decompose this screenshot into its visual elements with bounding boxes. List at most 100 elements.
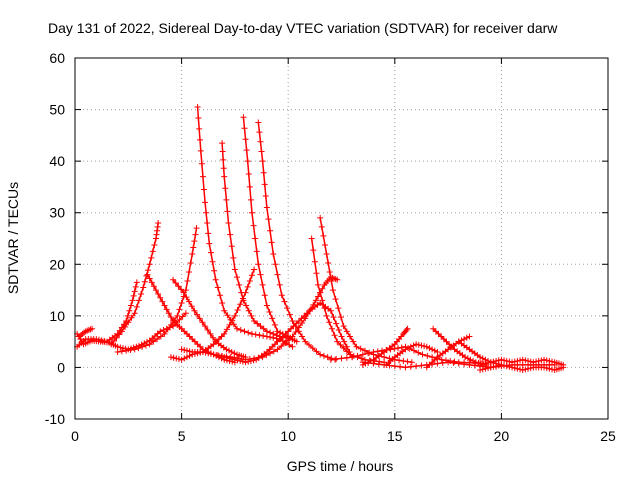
data-point xyxy=(183,330,190,337)
data-point xyxy=(340,323,347,330)
data-point xyxy=(503,363,510,370)
data-point xyxy=(261,292,268,299)
data-point xyxy=(470,357,477,364)
data-point xyxy=(485,359,492,366)
data-point xyxy=(160,327,167,334)
data-point xyxy=(178,286,185,293)
data-point xyxy=(359,359,366,366)
data-point xyxy=(397,363,404,370)
data-point xyxy=(292,323,299,330)
data-point xyxy=(234,307,241,314)
data-point xyxy=(263,348,270,355)
data-point xyxy=(191,238,198,245)
data-point xyxy=(182,310,189,317)
data-point xyxy=(220,165,227,172)
data-point xyxy=(391,363,398,370)
data-point xyxy=(525,365,532,372)
data-point xyxy=(235,355,242,362)
data-point xyxy=(199,319,206,326)
data-point xyxy=(321,305,328,312)
data-point xyxy=(230,254,237,261)
data-point xyxy=(244,158,251,165)
data-point xyxy=(183,294,190,301)
data-point xyxy=(155,220,162,227)
data-point xyxy=(370,360,377,367)
data-point xyxy=(260,169,267,176)
data-point xyxy=(443,338,450,345)
data-point xyxy=(326,319,333,326)
data-point xyxy=(560,364,567,371)
y-tick-label: 50 xyxy=(49,102,65,118)
data-point xyxy=(450,359,457,366)
data-point xyxy=(270,330,277,337)
data-point xyxy=(124,312,131,319)
data-point xyxy=(116,331,123,338)
data-point xyxy=(357,345,364,352)
data-point xyxy=(135,297,142,304)
data-point xyxy=(279,330,286,337)
data-point xyxy=(350,338,357,345)
data-point xyxy=(340,345,347,352)
data-point xyxy=(231,312,238,319)
data-point xyxy=(461,336,468,343)
data-point xyxy=(207,330,214,337)
data-point xyxy=(154,223,161,230)
data-point xyxy=(514,357,521,364)
data-point xyxy=(155,290,162,297)
data-point xyxy=(245,171,252,178)
data-point xyxy=(514,365,521,372)
data-point xyxy=(549,358,556,365)
y-tick-label: 40 xyxy=(49,153,65,169)
data-point xyxy=(455,360,462,367)
data-point xyxy=(338,355,345,362)
data-point xyxy=(154,336,161,343)
data-point xyxy=(150,283,157,290)
data-point xyxy=(277,329,284,336)
data-point xyxy=(159,298,166,305)
data-point xyxy=(186,269,193,276)
data-point xyxy=(230,321,237,328)
data-point xyxy=(189,250,196,257)
data-point xyxy=(289,318,296,325)
data-point xyxy=(175,283,182,290)
data-point xyxy=(184,278,191,285)
data-point xyxy=(335,327,342,334)
data-point xyxy=(386,362,393,369)
data-point xyxy=(343,328,350,335)
data-point xyxy=(216,292,223,299)
data-point xyxy=(225,220,232,227)
data-point xyxy=(237,301,244,308)
data-point xyxy=(509,364,516,371)
data-point xyxy=(313,270,320,277)
data-point xyxy=(467,356,474,363)
series-line xyxy=(221,143,293,340)
data-point xyxy=(374,348,381,355)
data-point xyxy=(522,366,529,373)
data-point xyxy=(243,147,250,154)
data-point xyxy=(509,359,516,366)
data-point xyxy=(334,338,341,345)
data-point xyxy=(246,278,253,285)
data-point xyxy=(146,341,153,348)
series-line xyxy=(196,106,293,348)
data-point xyxy=(215,336,222,343)
data-point xyxy=(440,336,447,343)
data-point xyxy=(261,181,268,188)
data-point xyxy=(210,334,217,341)
data-point xyxy=(445,359,452,366)
data-point xyxy=(466,333,473,340)
data-point xyxy=(365,359,372,366)
data-point xyxy=(218,333,225,340)
data-point xyxy=(203,209,210,216)
data-point xyxy=(527,365,534,372)
y-tick-label: 30 xyxy=(49,205,65,221)
data-point xyxy=(284,305,291,312)
data-point xyxy=(245,307,252,314)
data-point xyxy=(546,357,553,364)
data-point xyxy=(212,276,219,283)
data-point xyxy=(93,336,100,343)
data-point xyxy=(477,361,484,368)
data-point xyxy=(511,358,518,365)
data-point xyxy=(282,339,289,346)
data-point xyxy=(330,314,337,321)
